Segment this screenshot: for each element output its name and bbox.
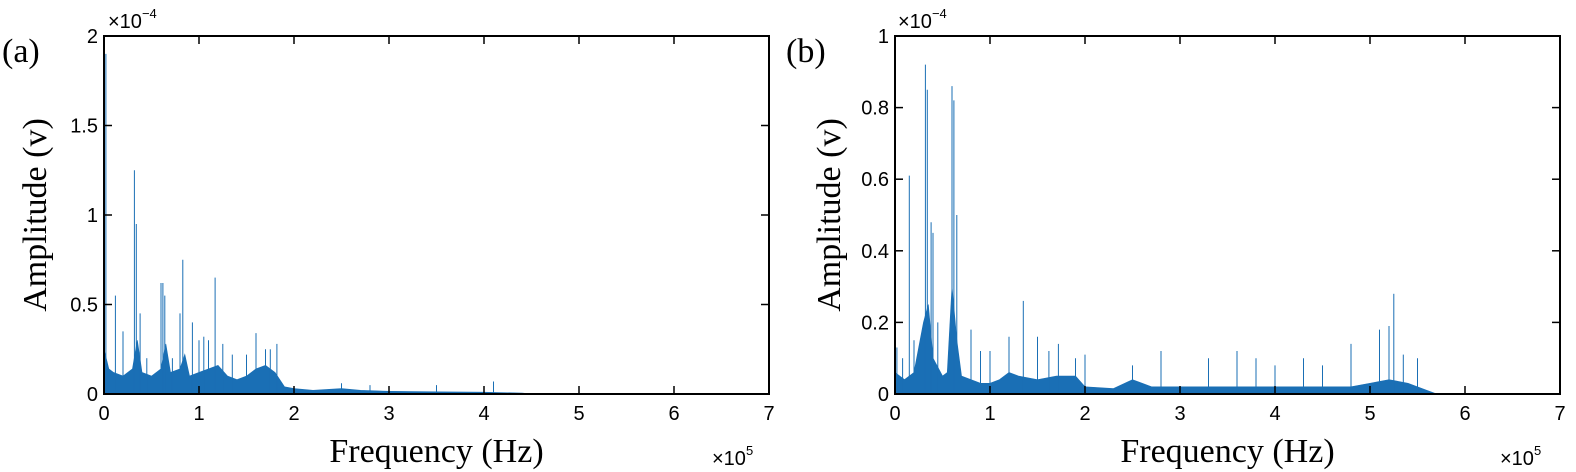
y-tick-label: 0.5 [70,295,98,317]
y-tick-label: 2 [87,26,98,48]
spectrum-area [894,286,1560,395]
x-tick-label: 5 [1364,403,1375,425]
y-tick-label: 0 [878,384,889,406]
y-tick-label: 0.2 [861,312,889,334]
x-tick-label: 4 [478,403,489,425]
x-tick-label: 0 [889,403,900,425]
y-axis-title: Amplitude (v) [17,118,54,312]
x-tick-label: 7 [763,403,774,425]
y-axis-title: Amplitude (v) [811,118,848,312]
x-tick-label: 7 [1554,403,1565,425]
x-tick-label: 2 [288,403,299,425]
x-exponent-label: ×105 [1500,443,1541,470]
x-tick-label: 3 [383,403,394,425]
y-tick-label: 0 [87,384,98,406]
y-tick-label: 0.8 [861,98,889,120]
y-tick-label: 0.6 [861,169,889,191]
chart-panel-a: 0 1 2 3 4 5 6 7 0 0.5 1 1.5 2 ×10−4 ×105 Frequency (Hz)… [2,6,775,470]
y-tick-label: 1.5 [70,116,98,138]
x-tick-label: 3 [1174,403,1185,425]
y-tick-label: 1 [87,205,98,227]
x-tick-label: 6 [668,403,679,425]
x-tick-label: 6 [1459,403,1470,425]
chart-panel-b: 0 1 2 3 4 5 6 7 0 0.2 0.4 0.6 0.8 1 ×10−4 ×105 Frequency… [786,6,1566,470]
y-tick-label: 0.4 [861,241,889,263]
x-axis-title: Frequency (Hz) [1120,433,1334,470]
panel-label: (b) [786,33,826,70]
x-tick-label: 4 [1269,403,1280,425]
x-tick-label: 1 [984,403,995,425]
x-tick-label: 1 [193,403,204,425]
y-exponent-label: ×10−4 [108,6,157,33]
x-exponent-label: ×105 [712,443,753,470]
x-axis-title: Frequency (Hz) [329,433,543,470]
x-tick-label: 0 [98,403,109,425]
y-tick-label: 1 [878,26,889,48]
y-exponent-label: ×10−4 [898,6,947,33]
x-tick-label: 5 [573,403,584,425]
panel-label: (a) [2,33,40,70]
x-tick-label: 2 [1079,403,1090,425]
plot-frame [894,35,1561,395]
